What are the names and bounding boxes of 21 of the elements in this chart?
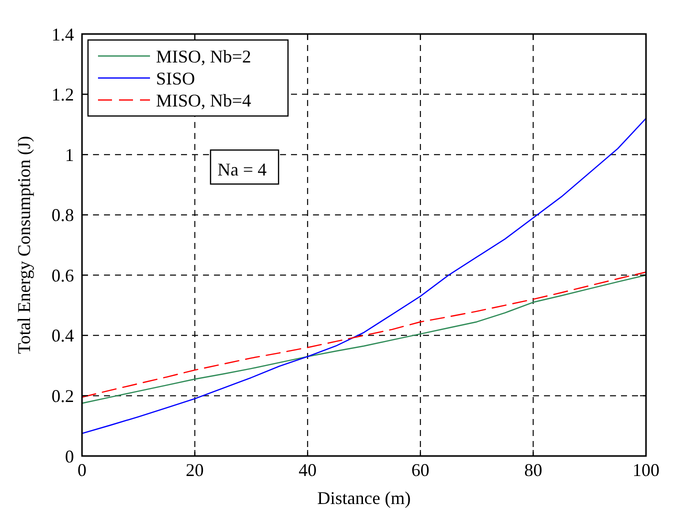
legend-label: SISO	[156, 68, 196, 88]
y-tick-label: 0.8	[52, 205, 74, 226]
y-tick-label: 0.2	[52, 386, 74, 406]
x-tick-label: 60	[411, 460, 430, 480]
legend-label: MISO, Nb=4	[156, 90, 252, 110]
x-axis-title: Distance (m)	[317, 488, 411, 508]
x-tick-label: 40	[298, 460, 317, 480]
y-axis-title: Total Energy Consumption (J)	[14, 136, 34, 354]
y-tick-label: 0.4	[52, 326, 74, 346]
annotation: Na = 4	[218, 159, 267, 180]
y-tick-label: 0	[65, 446, 74, 466]
y-tick-label: 1.4	[52, 24, 74, 44]
line-series	[81, 118, 647, 434]
y-tick-label: 1.2	[52, 84, 74, 105]
legend-label: MISO, Nb=2	[156, 46, 252, 66]
x-tick-label: 80	[524, 460, 542, 480]
x-tick-label: 100	[632, 460, 660, 480]
x-tick-label: 0	[78, 460, 86, 480]
y-tick-label: 0.6	[52, 265, 74, 286]
x-tick-label: 20	[186, 460, 204, 480]
y-tick-label: 1	[65, 144, 74, 165]
